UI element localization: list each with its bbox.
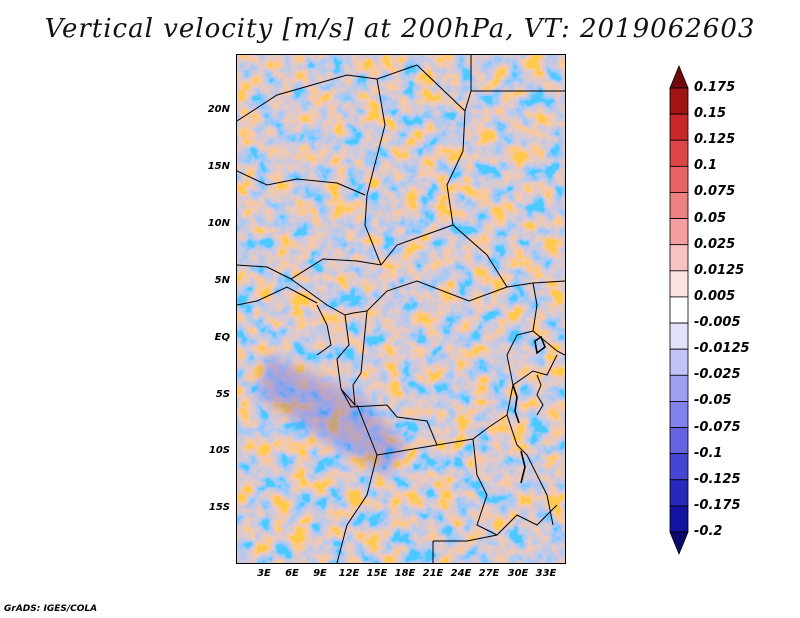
colorbar-segment [669,453,689,481]
lake-outlines [512,335,546,484]
colorbar-segment [669,427,689,455]
map-field [237,55,565,563]
colorbar-tick-label: -0.0125 [694,341,750,357]
colorbar-tick-label: 0.175 [694,80,736,95]
colorbar-segment [669,270,689,298]
country-borders [237,55,565,563]
colorbar-cap [669,531,689,556]
velocity-field [237,55,565,563]
colorbar-segment [669,244,689,272]
colorbar-segment [669,479,689,507]
lon-label: 6E [285,568,299,579]
lon-label: 9E [313,568,327,579]
subsidence-region [257,355,407,475]
colorbar-tick-label: -0.1 [694,445,723,461]
colorbar-segment [669,505,689,533]
lon-label: 24E [450,568,472,579]
colorbar-segment [669,401,689,428]
lat-label: 15S [208,502,230,513]
colorbar-tick-label: -0.005 [694,315,741,331]
colorbar-segment [669,113,689,141]
map-title: Vertical velocity [m/s] at 200hPa, VT: 2… [44,14,756,44]
lat-label: 20N [207,104,230,115]
colorbar-tick-label: 0.15 [694,106,727,122]
colorbar-tick-label: 0.0125 [694,262,745,278]
colorbar-segment [669,192,689,219]
lat-label: 5N [214,275,230,286]
lon-label: 30E [507,568,529,579]
colorbar-tick-label: -0.075 [694,419,741,435]
colorbar-segment [669,165,689,193]
colorbar-tick-label: -0.2 [694,524,723,539]
colorbar-segment [669,322,689,350]
colorbar-tick-label: 0.125 [694,132,736,148]
colorbar-tick-label: -0.025 [694,367,741,383]
colorbar-segment [669,348,689,376]
colorbar-segment [669,374,689,402]
credit-text: GrADS: IGES/COLA [4,604,98,614]
colorbar-segment [669,87,689,115]
colorbar-cap [669,64,689,89]
lon-label: 3E [257,568,271,579]
lat-label: 15N [207,161,230,172]
lon-label: 18E [394,568,416,579]
lat-label: 10S [208,445,230,456]
colorbar-tick-label: -0.175 [694,497,741,513]
colorbar-tick-label: -0.05 [694,393,732,409]
colorbar-tick-label: 0.05 [694,210,727,226]
lon-label: 27E [478,568,500,579]
colorbar-segment [669,139,689,167]
map-panel [236,54,566,564]
colorbar [669,64,689,556]
colorbar-tick-label: 0.1 [694,158,718,174]
colorbar-segment [669,296,689,324]
lat-label: 10N [207,218,230,229]
lon-label: 33E [535,568,557,579]
colorbar-tick-label: 0.075 [694,184,736,200]
lat-label: EQ [214,332,230,343]
colorbar-tick-label: 0.005 [694,288,736,304]
colorbar-tick-label: -0.125 [694,471,741,487]
colorbar-segment [669,218,689,246]
colorbar-tick-label: 0.025 [694,236,736,252]
lon-label: 21E [422,568,444,579]
lon-label: 15E [366,568,388,579]
lat-label: 5S [215,389,230,400]
lon-label: 12E [338,568,360,579]
